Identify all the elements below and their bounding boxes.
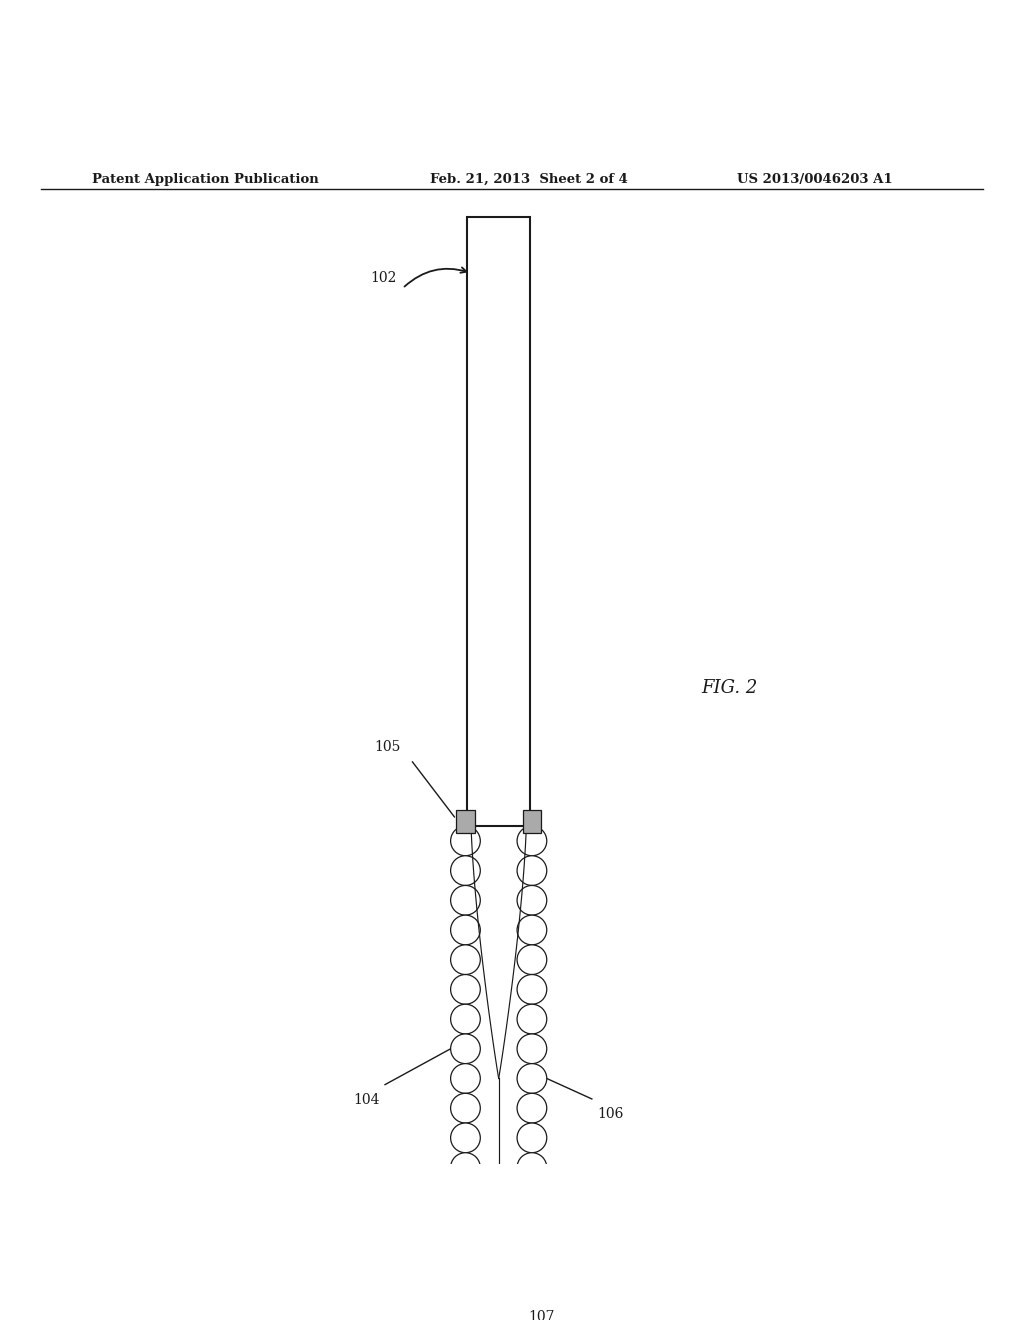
Circle shape — [517, 886, 547, 915]
Circle shape — [517, 974, 547, 1005]
Text: FIG. 2: FIG. 2 — [701, 678, 758, 697]
Polygon shape — [467, 216, 530, 826]
Text: 107: 107 — [527, 1311, 554, 1320]
Text: 106: 106 — [597, 1107, 624, 1121]
Circle shape — [451, 886, 480, 915]
Circle shape — [451, 1123, 480, 1152]
Circle shape — [517, 1152, 547, 1183]
Circle shape — [517, 915, 547, 945]
Text: US 2013/0046203 A1: US 2013/0046203 A1 — [737, 173, 893, 186]
Circle shape — [517, 1123, 547, 1152]
Circle shape — [517, 1005, 547, 1034]
Circle shape — [451, 1212, 480, 1242]
Circle shape — [451, 1093, 480, 1123]
Bar — [457, 810, 475, 833]
Circle shape — [517, 1034, 547, 1064]
Circle shape — [451, 826, 480, 855]
Circle shape — [451, 974, 480, 1005]
Text: 102: 102 — [371, 271, 397, 285]
Bar — [522, 810, 541, 833]
Circle shape — [451, 855, 480, 886]
Circle shape — [451, 1183, 480, 1212]
Text: Feb. 21, 2013  Sheet 2 of 4: Feb. 21, 2013 Sheet 2 of 4 — [430, 173, 628, 186]
Text: Patent Application Publication: Patent Application Publication — [92, 173, 318, 186]
Circle shape — [517, 1183, 547, 1212]
Polygon shape — [451, 1242, 547, 1290]
Circle shape — [451, 945, 480, 974]
Circle shape — [517, 855, 547, 886]
Circle shape — [517, 945, 547, 974]
Circle shape — [451, 1005, 480, 1034]
Circle shape — [451, 1064, 480, 1093]
Text: 105: 105 — [374, 741, 400, 754]
Circle shape — [517, 1064, 547, 1093]
Circle shape — [451, 915, 480, 945]
Text: 104: 104 — [353, 1093, 380, 1106]
Circle shape — [517, 1093, 547, 1123]
Circle shape — [517, 826, 547, 855]
Circle shape — [451, 1034, 480, 1064]
Circle shape — [517, 1212, 547, 1242]
Circle shape — [451, 1152, 480, 1183]
